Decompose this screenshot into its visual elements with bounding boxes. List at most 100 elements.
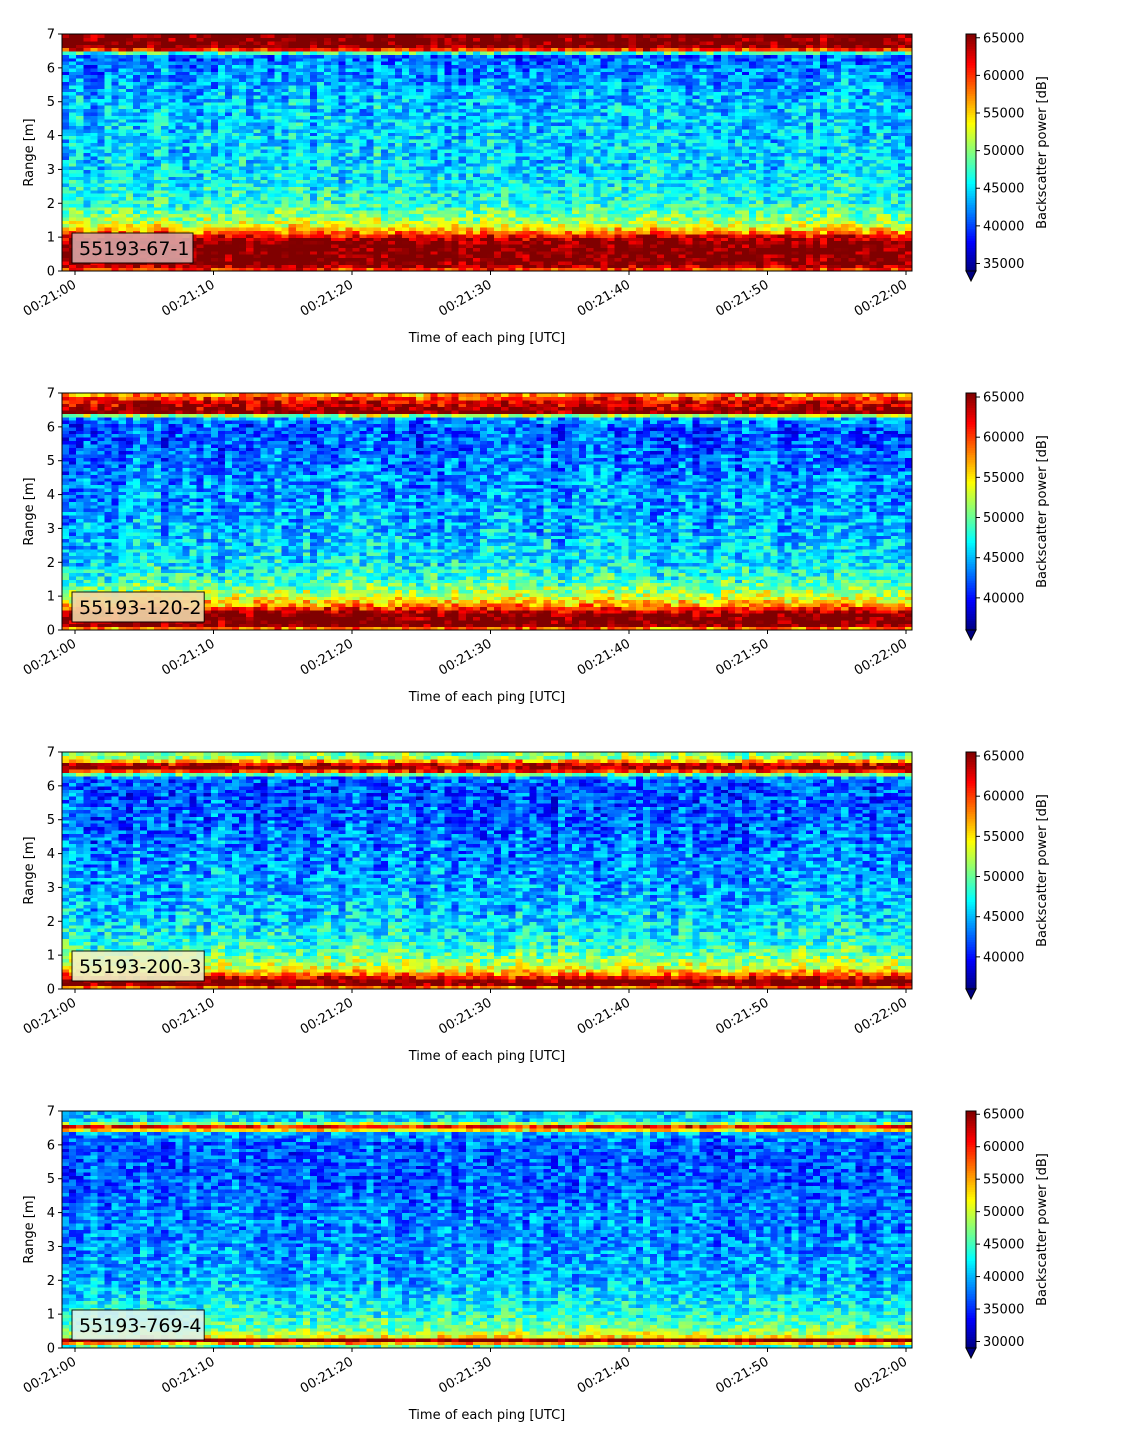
heatmap-cell xyxy=(111,88,120,93)
heatmap-cell xyxy=(281,233,290,238)
heatmap-cell xyxy=(97,132,106,137)
heatmap-cell xyxy=(260,138,269,143)
heatmap-cell xyxy=(76,94,84,99)
heatmap-cell xyxy=(76,37,84,42)
heatmap-cell xyxy=(267,257,276,262)
heatmap-cell xyxy=(90,149,99,154)
heatmap-cell xyxy=(217,50,226,55)
heatmap-cell xyxy=(182,67,191,72)
heatmap-cell xyxy=(62,57,70,62)
heatmap-cell xyxy=(118,264,127,269)
heatmap-cell xyxy=(246,230,254,235)
heatmap-cell xyxy=(246,71,254,76)
heatmap-cell xyxy=(125,118,134,123)
heatmap-cell xyxy=(76,264,84,269)
heatmap-cell xyxy=(118,267,127,272)
heatmap-cell xyxy=(260,98,269,103)
heatmap-cell xyxy=(232,247,240,252)
heatmap-cell xyxy=(210,220,219,225)
heatmap-cell xyxy=(239,61,247,66)
heatmap-cell xyxy=(536,34,545,38)
heatmap-cell xyxy=(210,149,219,154)
heatmap-cell xyxy=(239,176,247,181)
heatmap-cell xyxy=(62,176,70,181)
heatmap-cell xyxy=(288,176,297,181)
heatmap-cell xyxy=(125,186,134,191)
heatmap-cell xyxy=(97,128,106,133)
heatmap-cell xyxy=(366,34,375,38)
heatmap-cell xyxy=(104,67,113,72)
heatmap-cell xyxy=(324,199,332,204)
heatmap-cell xyxy=(196,142,205,147)
heatmap-cell xyxy=(288,61,297,66)
heatmap-cell xyxy=(132,101,141,106)
heatmap-cell xyxy=(182,108,191,113)
heatmap-cell xyxy=(317,40,325,45)
heatmap-cell xyxy=(217,111,226,116)
heatmap-cell xyxy=(260,226,269,231)
heatmap-cell xyxy=(62,254,70,259)
heatmap-cell xyxy=(196,74,205,79)
heatmap-cell xyxy=(281,61,290,66)
heatmap-cell xyxy=(76,122,84,127)
heatmap-cell xyxy=(139,199,148,204)
heatmap-cell xyxy=(302,71,311,76)
heatmap-cell xyxy=(168,264,176,269)
heatmap-cell xyxy=(76,166,84,171)
heatmap-cell xyxy=(274,57,283,62)
heatmap-cell xyxy=(139,189,148,194)
heatmap-cell xyxy=(97,84,106,89)
heatmap-cell xyxy=(302,210,311,215)
heatmap-cell xyxy=(203,179,212,184)
heatmap-cell xyxy=(132,67,141,72)
heatmap-cell xyxy=(281,145,290,150)
heatmap-cell xyxy=(224,111,233,116)
heatmap-cell xyxy=(253,57,261,62)
heatmap-cell xyxy=(111,169,120,174)
heatmap-cell xyxy=(210,67,219,72)
heatmap-cell xyxy=(246,84,254,89)
heatmap-cell xyxy=(168,196,176,201)
heatmap-cell xyxy=(161,213,169,218)
heatmap-cell xyxy=(189,115,198,120)
heatmap-cell xyxy=(246,88,254,93)
heatmap-cell xyxy=(161,142,169,147)
heatmap-cell xyxy=(239,145,247,150)
heatmap-cell xyxy=(97,216,106,221)
heatmap-cell xyxy=(62,84,70,89)
heatmap-cell xyxy=(246,257,254,262)
heatmap-cell xyxy=(309,213,318,218)
heatmap-cell xyxy=(147,40,155,45)
heatmap-cell xyxy=(224,88,233,93)
heatmap-cell xyxy=(69,132,77,137)
heatmap-cell xyxy=(295,230,304,235)
heatmap-cell xyxy=(147,226,155,231)
heatmap-cell xyxy=(189,98,198,103)
heatmap-cell xyxy=(309,101,318,106)
heatmap-cell xyxy=(189,230,198,235)
heatmap-cell xyxy=(147,135,155,140)
heatmap-cell xyxy=(295,74,304,79)
heatmap-cell xyxy=(139,78,148,82)
heatmap-cell xyxy=(161,176,169,181)
heatmap-cell xyxy=(196,44,205,49)
heatmap-cell xyxy=(317,54,325,59)
heatmap-cell xyxy=(239,105,247,110)
heatmap-cell xyxy=(253,247,261,252)
heatmap-cell xyxy=(182,132,191,137)
heatmap-cell xyxy=(175,44,184,49)
heatmap-cell xyxy=(69,94,77,99)
heatmap-cell xyxy=(182,84,191,89)
heatmap-cell xyxy=(302,81,311,86)
heatmap-cell xyxy=(317,132,325,137)
heatmap-cell xyxy=(274,101,283,106)
heatmap-cell xyxy=(189,220,198,225)
heatmap-cell xyxy=(288,122,297,127)
heatmap-cell xyxy=(267,260,276,265)
heatmap-cell xyxy=(302,216,311,221)
heatmap-cell xyxy=(232,213,240,218)
heatmap-cell xyxy=(175,152,184,157)
heatmap-cell xyxy=(260,193,269,198)
heatmap-cell xyxy=(246,166,254,171)
heatmap-cell xyxy=(69,220,77,225)
